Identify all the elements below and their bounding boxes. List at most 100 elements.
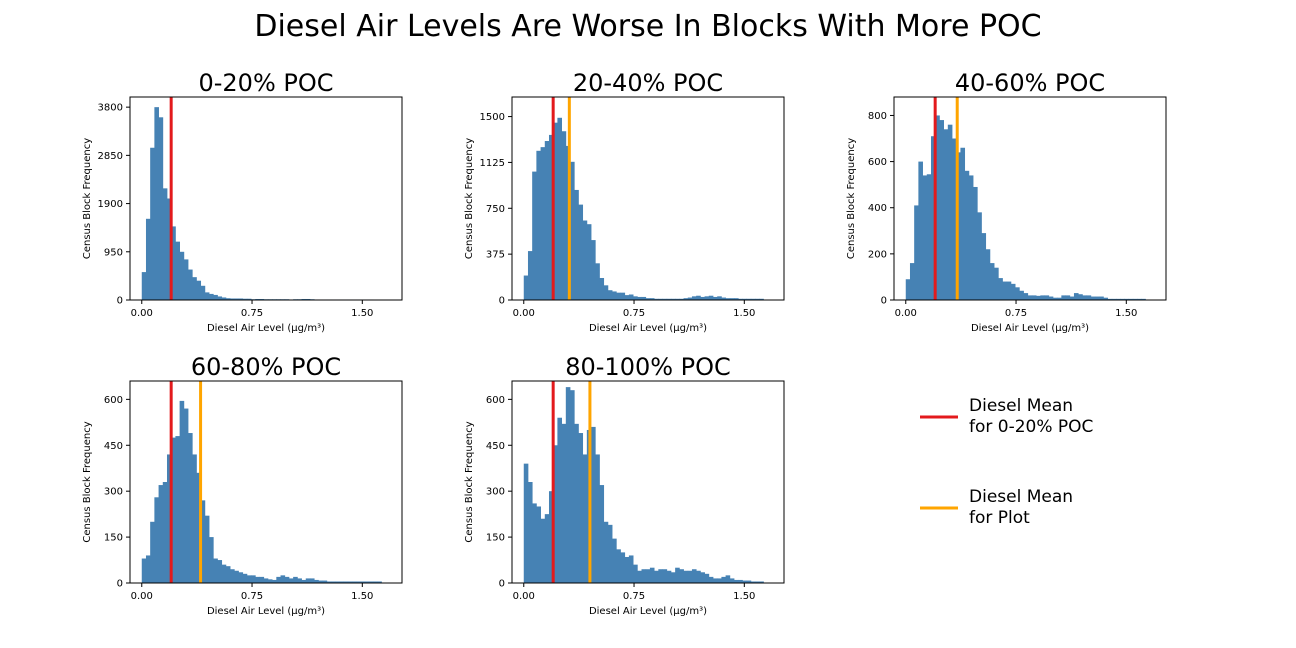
x-tick-label: 1.50	[733, 591, 755, 602]
histogram-bar	[595, 454, 600, 583]
y-axis-label: Census Block Frequency	[464, 421, 475, 542]
histogram-bar	[696, 295, 701, 300]
histogram-bar	[259, 576, 265, 583]
histogram-bar	[612, 538, 617, 583]
histogram-bar	[179, 400, 185, 583]
histogram-bar	[654, 570, 659, 583]
histogram-bar	[523, 463, 529, 583]
histogram-bar	[612, 291, 617, 300]
histogram-bar	[994, 267, 999, 300]
histogram-bar	[926, 174, 932, 300]
y-axis-label: Census Block Frequency	[464, 138, 475, 259]
histogram-bar	[540, 518, 546, 583]
histogram-bar	[339, 581, 344, 583]
x-tick-label: 0.00	[513, 308, 535, 319]
histogram-bar	[691, 296, 697, 300]
histogram-bar	[687, 570, 693, 583]
histogram-bars	[141, 400, 382, 583]
histogram-bar	[154, 497, 159, 583]
histogram-bar	[607, 290, 613, 300]
histogram-bar	[532, 503, 537, 583]
histogram-bar	[532, 171, 537, 300]
y-tick-label: 400	[868, 203, 887, 214]
panel-title: 40-60% POC	[955, 69, 1105, 97]
panel-3: 0.00 0.75 1.50 0 200 400 600 800 40-60% POC Diese…	[846, 69, 1167, 334]
histogram-bars	[523, 117, 764, 300]
histogram-bars	[523, 387, 764, 583]
histogram-bar	[750, 581, 756, 583]
y-tick-label: 0	[117, 296, 123, 307]
x-tick-label: 0.00	[131, 308, 153, 319]
histogram-bar	[150, 147, 155, 300]
histogram-bar	[267, 579, 273, 583]
histogram-bar	[553, 445, 558, 583]
histogram-bar	[221, 297, 227, 300]
histogram-bar	[1120, 298, 1125, 300]
histogram-bar	[578, 433, 584, 583]
histogram-bar	[301, 298, 307, 300]
histogram-bar	[1103, 297, 1108, 300]
histogram-bar	[624, 556, 630, 583]
x-tick-label: 0.75	[241, 308, 263, 319]
histogram-bar	[712, 296, 718, 300]
histogram-bar	[964, 170, 970, 300]
histogram-bar	[683, 570, 689, 583]
histogram-bar	[607, 524, 613, 583]
histogram-bar	[196, 472, 202, 583]
histogram-bar	[1082, 295, 1087, 300]
histogram-bar	[145, 555, 151, 583]
histogram-bar	[309, 578, 315, 583]
figure-title: Diesel Air Levels Are Worse In Blocks Wi…	[254, 9, 1041, 44]
histogram-bar	[1137, 298, 1142, 300]
histogram-bar	[586, 224, 592, 300]
histogram-bar	[624, 295, 630, 300]
histogram-bar	[628, 555, 634, 583]
histogram-bar	[620, 552, 626, 583]
histogram-bar	[729, 578, 735, 583]
histogram-panels: 0.00 0.75 1.50 0 950 1900 2850 3800 0-20% POC Die…	[82, 69, 1167, 617]
histogram-bar	[204, 292, 210, 300]
histogram-bar	[1078, 294, 1083, 300]
histogram-bar	[1027, 295, 1033, 300]
legend-base-line2: for 0-20% POC	[969, 417, 1093, 437]
histogram-bar	[230, 569, 235, 583]
histogram-bar	[570, 161, 575, 300]
histogram-bar	[759, 298, 764, 300]
histogram-bar	[905, 279, 911, 300]
histogram-bar	[238, 298, 244, 300]
x-tick-label: 0.75	[623, 308, 645, 319]
histogram-bar	[717, 296, 722, 300]
histogram-bar	[700, 572, 705, 583]
y-tick-label: 450	[486, 441, 505, 452]
histogram-bar	[649, 298, 655, 300]
histogram-bar	[645, 298, 651, 300]
histogram-bar	[548, 491, 554, 583]
histogram-bar	[540, 147, 546, 300]
histogram-bar	[242, 573, 248, 583]
histogram-bar	[734, 579, 739, 583]
x-tick-label: 1.50	[351, 308, 373, 319]
histogram-bar	[738, 298, 743, 300]
histogram-bar	[1141, 298, 1146, 300]
histogram-bar	[1031, 295, 1037, 300]
x-axis-label: Diesel Air Level (μg/m³)	[971, 323, 1089, 334]
histogram-bar	[725, 298, 731, 300]
histogram-bar	[255, 576, 260, 583]
histogram-bar	[599, 277, 605, 300]
panel-title: 20-40% POC	[573, 69, 723, 97]
histogram-bar	[364, 581, 370, 583]
histogram-bar	[1086, 295, 1092, 300]
histogram-bar	[154, 107, 159, 300]
histogram-bar	[641, 296, 647, 300]
histogram-bar	[645, 569, 651, 583]
histogram-bar	[347, 581, 353, 583]
histogram-bar	[377, 581, 382, 583]
histogram-bar	[750, 298, 756, 300]
histogram-bar	[662, 298, 668, 300]
x-tick-label: 0.00	[895, 308, 917, 319]
histogram-bar	[1107, 298, 1113, 300]
histogram-bar	[335, 581, 340, 583]
histogram-bar	[989, 263, 995, 300]
histogram-bar	[1094, 296, 1100, 300]
histogram-bar	[326, 581, 332, 583]
